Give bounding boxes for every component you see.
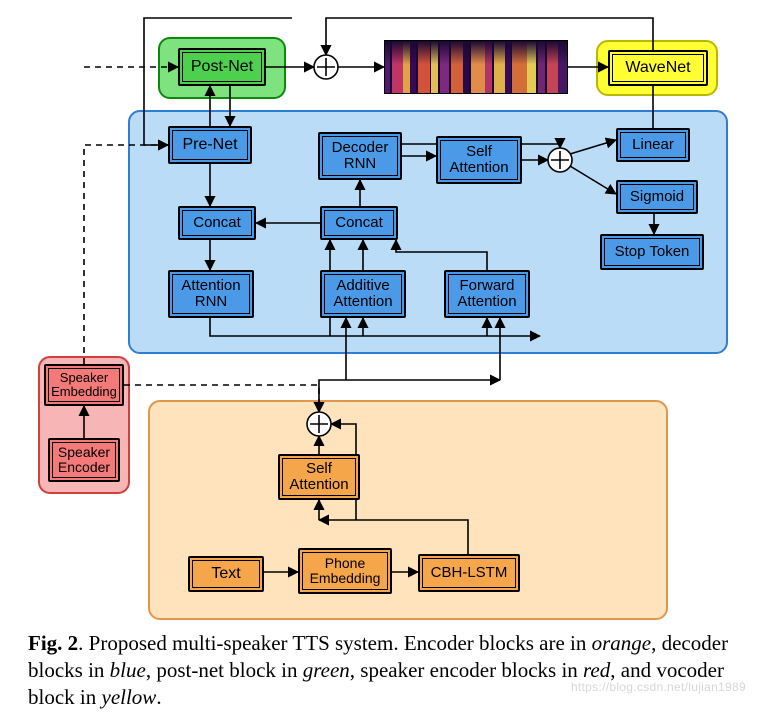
node-stop-token: Stop Token	[600, 234, 704, 270]
node-concat1: Concat	[178, 206, 256, 240]
node-phone-emb: PhoneEmbedding	[298, 548, 392, 594]
node-attn-rnn: AttentionRNN	[168, 270, 254, 318]
node-speaker-emb: SpeakerEmbedding	[44, 364, 124, 406]
node-prenet: Pre-Net	[168, 126, 252, 164]
node-speaker-enc: SpeakerEncoder	[48, 438, 120, 482]
caption-label: Fig. 2	[28, 631, 78, 655]
figure-caption: Fig. 2. Proposed multi-speaker TTS syste…	[28, 630, 738, 711]
node-postnet: Post-Net	[178, 48, 266, 86]
node-self-attn-enc: SelfAttention	[278, 454, 360, 500]
node-wavenet: WaveNet	[608, 50, 708, 86]
node-add-attn: AdditiveAttention	[320, 270, 406, 318]
node-self-attn-dec: SelfAttention	[436, 136, 522, 184]
watermark-text: https://blog.csdn.net/lujian1989	[571, 680, 746, 694]
node-cbh-lstm: CBH-LSTM	[418, 554, 520, 592]
node-decoder-rnn: DecoderRNN	[318, 132, 402, 180]
node-sigmoid: Sigmoid	[616, 180, 698, 214]
node-linear: Linear	[616, 128, 690, 162]
node-concat2: Concat	[320, 206, 398, 240]
node-fwd-attn: ForwardAttention	[444, 270, 530, 318]
figure-canvas: Post-Net WaveNet Pre-Net DecoderRNN SelfAtte…	[0, 0, 766, 712]
node-text: Text	[188, 556, 264, 592]
